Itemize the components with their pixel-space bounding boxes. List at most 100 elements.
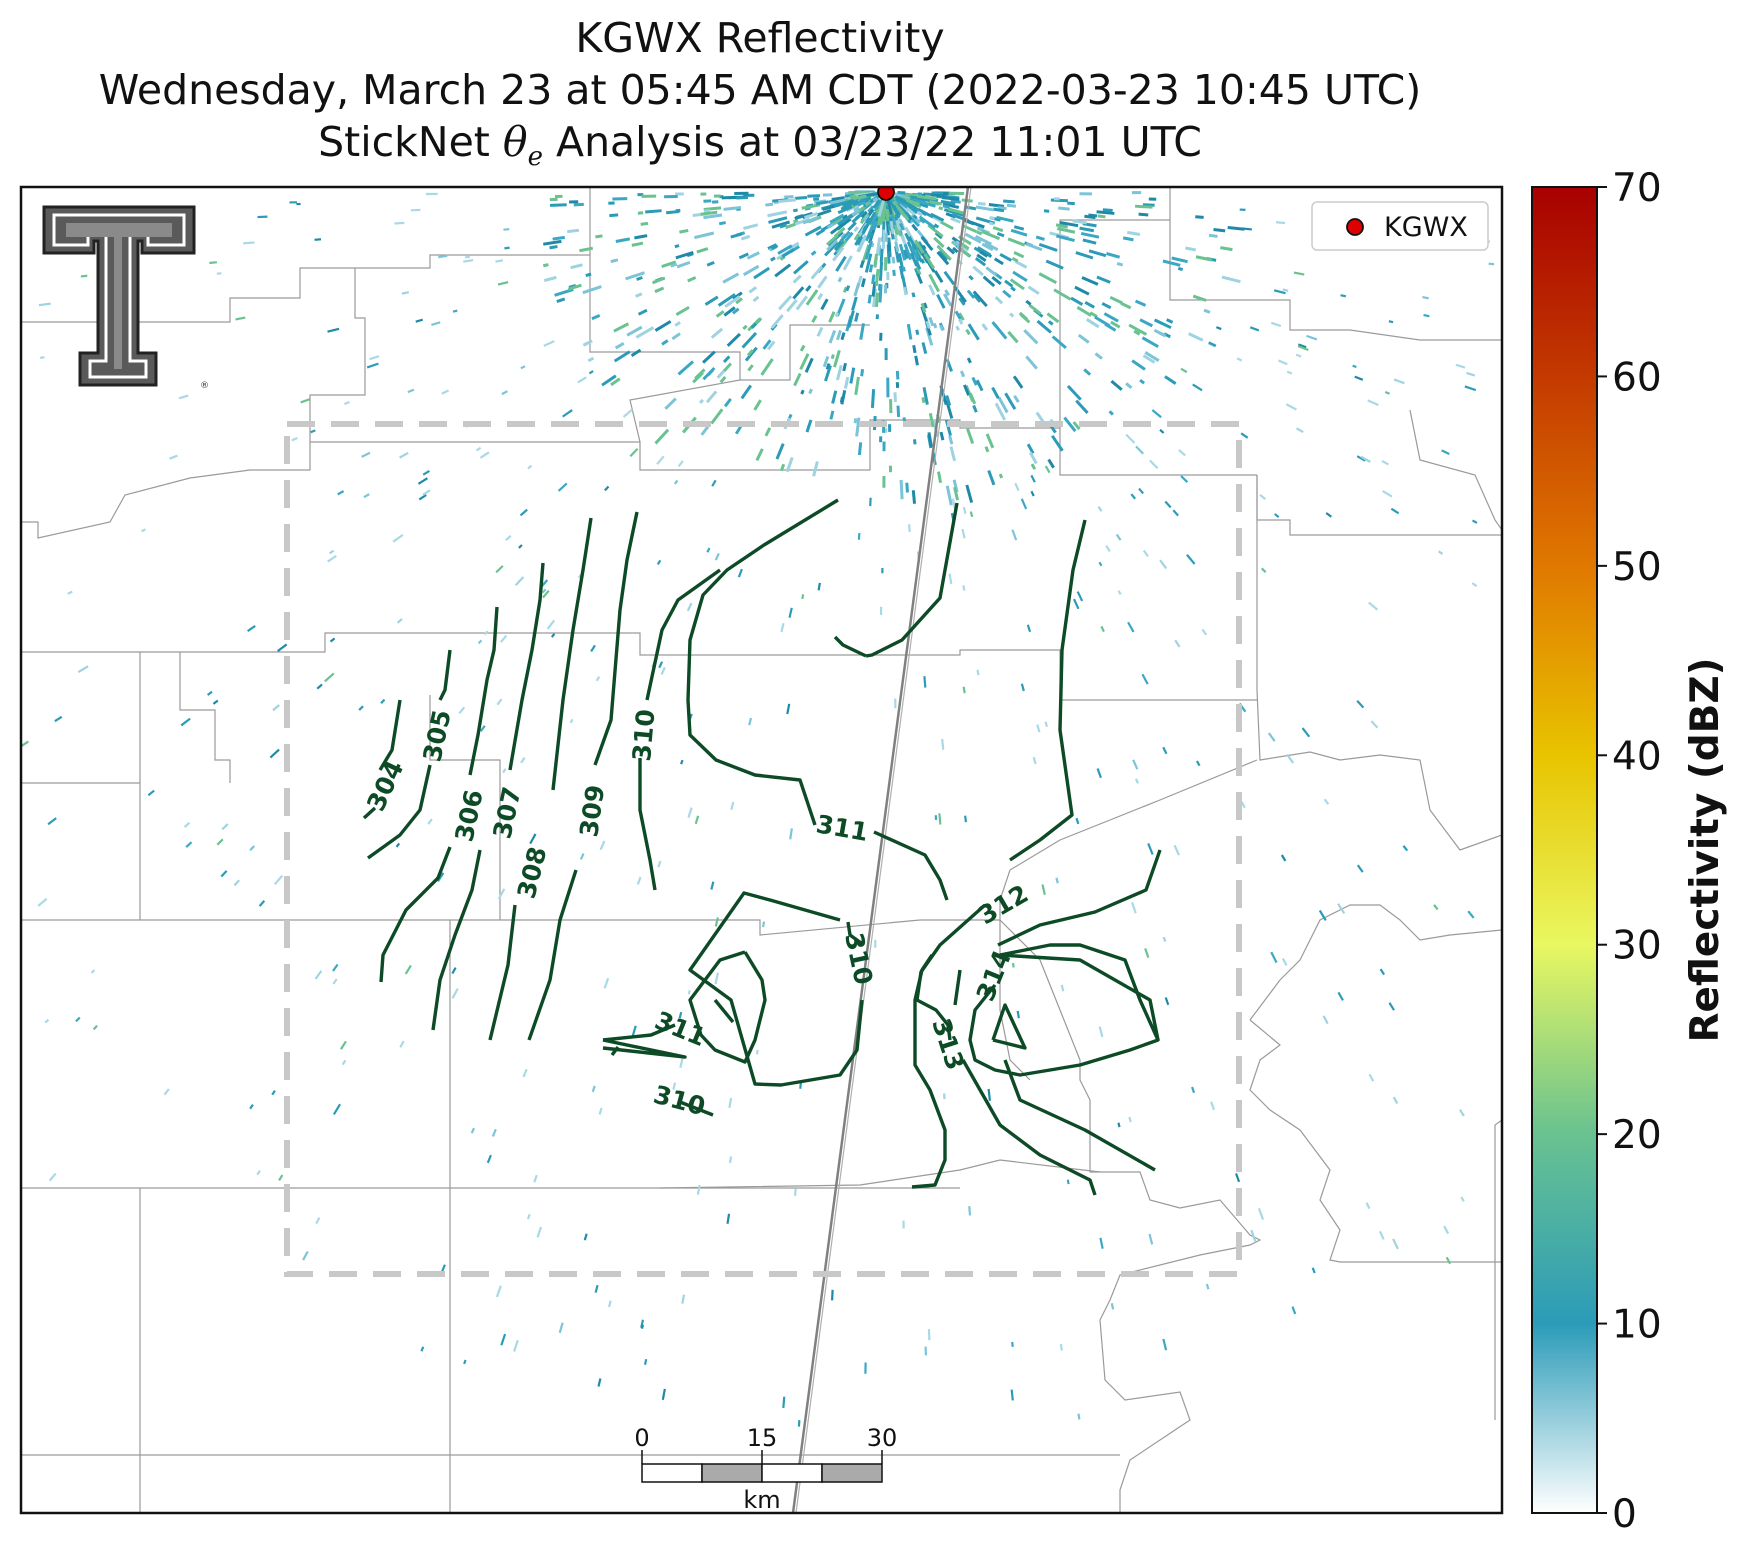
echo-pixel xyxy=(817,293,824,301)
echo-pixel xyxy=(1180,475,1189,483)
echo-pixel xyxy=(1291,1306,1297,1315)
echo-pixel xyxy=(967,219,985,229)
echo-pixel xyxy=(1159,559,1168,570)
echo-pixel xyxy=(543,275,557,282)
echo-pixel xyxy=(1249,326,1260,332)
echo-pixel xyxy=(436,872,445,882)
echo-pixel xyxy=(755,1049,759,1055)
echo-pixel xyxy=(1466,371,1476,377)
echo-pixel xyxy=(1352,364,1357,369)
echo-pixel xyxy=(1127,621,1135,633)
echo-pixel xyxy=(420,1346,425,1352)
echo-pixel xyxy=(315,1217,321,1225)
echo-pixel xyxy=(1144,351,1160,362)
echo-pixel xyxy=(1220,246,1233,252)
echo-pixel xyxy=(302,1250,309,1261)
echo-pixel xyxy=(941,738,945,750)
echo-pixel xyxy=(1059,1343,1063,1351)
echo-pixel xyxy=(1055,877,1059,884)
contour-307-b xyxy=(431,849,482,1031)
echo-pixel xyxy=(922,387,929,405)
contour-305 xyxy=(438,649,452,701)
contour-310-track xyxy=(713,998,735,1024)
echo-pixel xyxy=(246,624,256,633)
echo-pixel xyxy=(272,704,280,712)
echo-pixel xyxy=(1192,383,1203,392)
echo-pixel xyxy=(520,757,526,764)
echo-pixel xyxy=(664,397,677,410)
echo-pixel xyxy=(804,357,814,373)
echo-pixel xyxy=(964,815,968,823)
echo-pixel xyxy=(972,290,988,308)
echo-pixel xyxy=(613,350,631,363)
echo-pixel xyxy=(731,307,740,315)
echo-pixel xyxy=(874,292,880,307)
echo-pixel xyxy=(942,196,960,201)
echo-pixel xyxy=(1135,445,1144,455)
echo-pixel xyxy=(832,246,845,262)
echo-pixel xyxy=(744,346,758,362)
echo-pixel xyxy=(1235,1173,1241,1183)
echo-pixel xyxy=(1286,370,1293,375)
echo-pixel xyxy=(740,384,753,400)
echo-pixel xyxy=(938,206,944,211)
echo-pixel xyxy=(892,204,898,211)
echo-pixel xyxy=(998,473,1004,479)
echo-pixel xyxy=(792,274,802,284)
echo-pixel xyxy=(870,389,876,408)
echo-pixel xyxy=(48,1172,57,1182)
echo-pixel xyxy=(277,643,288,653)
echo-pixel xyxy=(1009,312,1015,318)
echo-pixel xyxy=(670,262,678,268)
colorbar-tick-label: 40 xyxy=(1612,734,1662,779)
title-block: KGWX Reflectivity Wednesday, March 23 at… xyxy=(20,12,1500,183)
echo-pixel xyxy=(839,230,851,243)
echo-pixel xyxy=(1445,1256,1452,1265)
echo-pixel xyxy=(1388,320,1394,324)
echo-pixel xyxy=(920,235,934,252)
echo-pixel xyxy=(1164,997,1170,1006)
echo-pixel xyxy=(730,232,743,239)
echo-pixel xyxy=(522,1068,528,1078)
echo-pixel xyxy=(477,639,483,645)
echo-pixel xyxy=(1205,1283,1210,1290)
echo-pixel xyxy=(479,725,486,732)
echo-pixel xyxy=(927,223,944,238)
echo-pixel xyxy=(743,223,759,230)
echo-pixel xyxy=(874,268,880,287)
radar-site-marker[interactable] xyxy=(877,184,895,201)
echo-pixel xyxy=(997,396,1009,414)
echo-pixel xyxy=(860,278,866,288)
echo-pixel xyxy=(958,297,966,306)
echo-pixel xyxy=(919,217,926,224)
echo-pixel xyxy=(706,261,715,267)
echo-pixel xyxy=(1322,1015,1329,1025)
echo-pixel xyxy=(825,363,831,370)
echo-pixel xyxy=(1270,321,1282,328)
echo-pixel xyxy=(1066,1179,1070,1185)
echo-pixel xyxy=(792,208,798,213)
echo-pixel xyxy=(369,355,380,361)
echo-pixel xyxy=(923,676,927,688)
echo-pixel xyxy=(812,461,819,477)
contour-311-c-b xyxy=(865,502,959,658)
echo-pixel xyxy=(811,315,818,323)
colorbar-tick-label: 50 xyxy=(1612,545,1662,590)
echo-pixel xyxy=(994,402,1007,421)
echo-pixel xyxy=(1059,221,1079,228)
echo-pixel xyxy=(1162,936,1167,942)
echo-pixel xyxy=(1293,271,1305,276)
echo-pixel xyxy=(1250,1229,1257,1242)
echo-pixel xyxy=(822,356,830,368)
echo-pixel xyxy=(569,718,574,724)
contour-311-sw xyxy=(602,1023,676,1042)
contour-310-e xyxy=(846,921,862,945)
echo-pixel xyxy=(844,231,854,243)
echo-pixel xyxy=(661,339,669,346)
contour-305-b xyxy=(367,764,432,860)
echo-pixel xyxy=(496,698,503,706)
echo-pixel xyxy=(1072,598,1080,610)
echo-pixel xyxy=(967,323,980,341)
echo-pixel xyxy=(989,216,995,221)
echo-pixel xyxy=(911,490,917,504)
